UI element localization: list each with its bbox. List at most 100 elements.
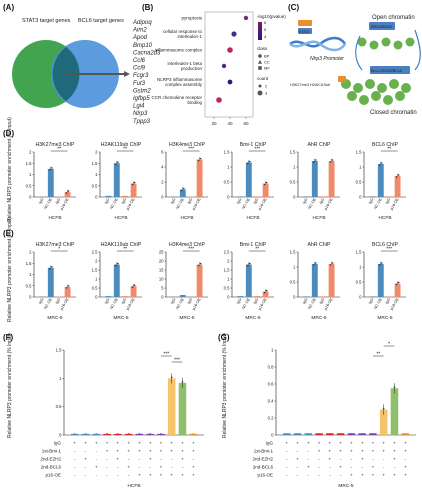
data-point: [160, 433, 162, 435]
chart-title: H2AK119ub ChIP: [101, 142, 142, 148]
count-label: 2: [265, 84, 268, 89]
gene-name: Apod: [132, 35, 148, 41]
category-label: p16-OE: [390, 197, 400, 211]
grid-cell: -: [394, 465, 396, 470]
go-dot: [216, 97, 222, 103]
go-term-label: CCR chemokine receptor: [151, 95, 202, 100]
grid-cell: -: [372, 457, 374, 462]
grid-cell: -: [106, 457, 108, 462]
sig-label: ***: [188, 147, 194, 153]
cell-line-label: HCFB: [48, 215, 61, 221]
grid-cell: -: [128, 457, 130, 462]
y-tick-label: 0.5: [92, 183, 98, 188]
grid-cell: +: [329, 457, 332, 462]
grid-cell: -: [351, 457, 353, 462]
gene-name: Aim2: [132, 28, 147, 34]
grid-cell: +: [318, 449, 321, 454]
gene-name: Adipoq: [132, 20, 152, 26]
category-label: IgG: [104, 197, 111, 204]
bar: [303, 296, 310, 297]
grid-cell: +: [404, 449, 407, 454]
category-label: IgG: [319, 297, 326, 304]
sig-label: **: [376, 352, 380, 358]
grid-cell: +: [372, 449, 375, 454]
grid-cell: -: [192, 457, 194, 462]
grid-cell: -: [74, 465, 76, 470]
dna-helix-strand2: [289, 40, 347, 52]
y-tick-label: 0.5: [92, 286, 98, 291]
y-tick-label: 2: [161, 180, 164, 185]
data-point: [199, 262, 202, 265]
y-tick-label: 0: [161, 195, 164, 200]
grid-cell: +: [318, 441, 321, 446]
sig-label: **: [387, 147, 391, 153]
grid-cell: -: [117, 473, 119, 478]
grid-cell: +: [361, 441, 364, 446]
grid-cell: +: [393, 457, 396, 462]
y-tick-label: 5: [161, 286, 164, 291]
dotplot-frame: [204, 11, 254, 118]
grid-cell: +: [393, 473, 396, 478]
category-label: NC-OE: [43, 297, 53, 310]
grid-cell: +: [350, 473, 353, 478]
category-label: IgG: [104, 297, 111, 304]
y-tick-label: 1: [359, 265, 362, 270]
y-tick-label: 0: [293, 295, 296, 300]
gene-name: Nlrp3: [133, 111, 148, 117]
y-tick-label: 0.8: [268, 365, 274, 370]
brd-label: BRD4/BRD2: [371, 25, 392, 29]
grid-cell: -: [96, 473, 98, 478]
data-point: [395, 283, 398, 286]
go-term-label: interleukin-1: [177, 34, 202, 39]
category-label: IgG: [253, 197, 260, 204]
bar: [178, 382, 187, 435]
grid-cell: +: [117, 457, 120, 462]
grid-cell: +: [127, 441, 130, 446]
cell-line-label: MRC-5: [338, 483, 354, 489]
class-marker: [258, 66, 262, 70]
data-point: [331, 159, 334, 161]
grid-cell: -: [361, 465, 363, 470]
grid-cell: +: [95, 465, 98, 470]
grid-row-label: 2nd-BCL6: [41, 465, 62, 470]
sig-label: **: [57, 147, 61, 153]
data-point: [170, 376, 173, 379]
bar: [196, 264, 203, 297]
data-point: [397, 174, 400, 176]
category-label: IgG: [302, 297, 309, 304]
grid-cell: +: [393, 441, 396, 446]
y-tick-label: 0.5: [356, 280, 362, 285]
grid-cell: +: [192, 449, 195, 454]
data-point: [181, 189, 183, 192]
closed-chromatin-label: Closed chromatin: [370, 110, 417, 116]
category-label: IgG: [38, 297, 45, 304]
panel-e-label: (E): [3, 229, 14, 238]
y-tick-label: 0: [29, 195, 32, 200]
data-point: [328, 433, 331, 435]
grid-cell: +: [339, 441, 342, 446]
sig-label: ***: [163, 352, 169, 358]
category-label: p16-OE: [258, 197, 268, 211]
grid-cell: -: [297, 465, 299, 470]
grid-cell: -: [318, 457, 320, 462]
ylabel-e: Relative NLRP3 promoter enrichment (% In…: [7, 217, 13, 322]
grid-cell: -: [308, 457, 310, 462]
grid-cell: -: [286, 449, 288, 454]
grid-cell: +: [138, 441, 141, 446]
y-tick-label: 1: [293, 165, 296, 170]
grid-cell: -: [106, 465, 108, 470]
y-tick-label: 0.5: [290, 180, 296, 185]
go-term-label: complex assembly: [165, 82, 203, 87]
grid-row-label: 2nd-EZH2: [40, 457, 61, 462]
y-tick-label: 1.5: [356, 150, 362, 155]
data-point: [247, 264, 249, 267]
grid-cell: +: [138, 473, 141, 478]
bar: [47, 168, 54, 197]
grid-cell: -: [106, 473, 108, 478]
grid-cell: -: [340, 457, 342, 462]
chart-title: H3K27me3 ChIP: [36, 242, 75, 248]
pval-tick-label: 6: [264, 20, 267, 25]
chart-title: H3K4me3 ChIP: [169, 242, 206, 248]
